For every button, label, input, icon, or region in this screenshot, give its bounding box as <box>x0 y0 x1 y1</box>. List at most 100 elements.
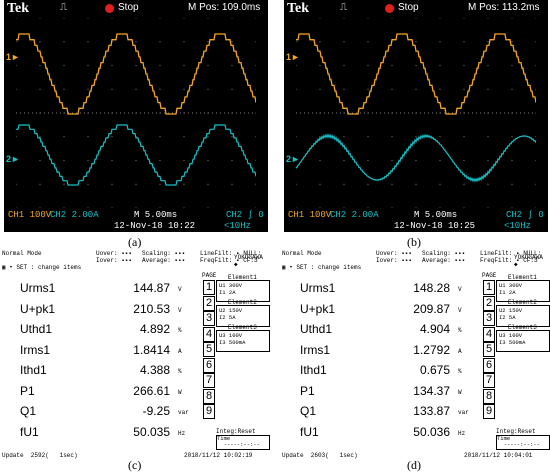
grid-dot <box>415 18 417 19</box>
grid-dot <box>207 18 209 19</box>
meter-mode: Normal Mode <box>2 250 42 257</box>
page-button-7[interactable]: 7 <box>483 373 495 388</box>
grid-dot <box>63 88 65 90</box>
grid-dot <box>319 159 321 162</box>
grid-dot <box>343 18 345 19</box>
trigger-source: CH2 ∫ 0 <box>506 210 544 220</box>
page-button-8[interactable]: 8 <box>483 388 495 404</box>
grid-dot <box>343 207 345 208</box>
horizontal-position: M Pos: 113.2ms <box>468 2 540 13</box>
grid-dot <box>183 41 185 43</box>
measurement-value: 210.53 <box>133 301 170 316</box>
grid-dot <box>439 18 441 19</box>
current-range: I1 2A <box>499 289 516 296</box>
grid-dot <box>487 159 489 162</box>
grid-dot <box>39 207 41 208</box>
grid-dot <box>391 159 393 162</box>
trigger-frequency: <10Hz <box>224 221 252 231</box>
ch1-marker: 1► <box>286 52 300 62</box>
grid-dot <box>319 64 321 67</box>
grid-dot <box>183 136 185 138</box>
waveform-grid <box>16 18 256 208</box>
grid-dot <box>319 18 321 19</box>
measurement-unit: V <box>458 286 462 293</box>
trigger-icon: ⎍ <box>60 2 67 13</box>
page-button-3[interactable]: 3 <box>483 311 495 326</box>
grid-dot <box>135 88 137 90</box>
measurement-row: Ithd1 4.388% <box>20 363 200 377</box>
update-counter: Update 2592( 1sec) <box>2 452 78 459</box>
grid-dot <box>511 41 513 43</box>
grid-dot <box>367 88 369 90</box>
measurement-name: Ithd1 <box>20 363 47 377</box>
ch1-voltage-trace <box>296 33 536 115</box>
grid-dot <box>487 183 489 185</box>
meter-brand: YOKOGAWA ◆ <box>514 254 543 268</box>
page-button-4[interactable]: 4 <box>203 326 215 342</box>
integ-status: Integ:Reset <box>496 428 536 435</box>
grid-dot <box>159 136 161 138</box>
grid-dot <box>231 41 233 43</box>
ch1-marker: 1► <box>6 52 20 62</box>
ch2-scale: CH2 2.00A <box>330 210 379 220</box>
measurement-row: P1 266.61 W <box>20 384 200 398</box>
grid-dot <box>296 64 297 67</box>
brand-label: Tek <box>287 1 310 16</box>
capture-date: 12-Nov-18 10:25 <box>394 221 476 231</box>
element-title: Element2 <box>508 299 537 306</box>
grid-dot <box>319 183 321 185</box>
measurement-value: 1.2792 <box>413 342 450 357</box>
page-button-1[interactable]: 1 <box>483 280 495 295</box>
grid-dot <box>343 64 345 67</box>
page-button-2[interactable]: 2 <box>483 295 495 311</box>
integ-time-box: Time -----:--:-- <box>216 435 270 450</box>
integ-time-box: Time -----:--:-- <box>496 435 550 450</box>
grid-dot <box>367 207 369 208</box>
page-button-1[interactable]: 1 <box>203 280 215 295</box>
scaling-indicators: Scaling: ▪▪▪ Average: ▪▪▪ <box>422 250 466 264</box>
measurement-value: 4.904 <box>419 322 450 336</box>
page-label: PAGE <box>202 272 217 279</box>
page-button-2[interactable]: 2 <box>203 295 215 311</box>
current-range: I2 5A <box>219 314 236 321</box>
trigger-source: CH2 ∫ 0 <box>226 210 264 220</box>
grid-dot <box>16 183 17 185</box>
page-button-4[interactable]: 4 <box>483 326 495 342</box>
grid-dot <box>159 41 161 43</box>
grid-dot <box>535 88 536 90</box>
measurement-value: 4.892 <box>139 322 170 336</box>
page-button-9[interactable]: 9 <box>203 404 215 419</box>
grid-dot <box>39 136 41 138</box>
ch1-voltage-trace <box>16 33 256 115</box>
grid-dot <box>255 159 256 162</box>
page-button-6[interactable]: 6 <box>203 357 215 373</box>
page-button-7[interactable]: 7 <box>203 373 215 388</box>
measurement-name: Uthd1 <box>20 322 53 336</box>
page-button-5[interactable]: 5 <box>483 342 495 357</box>
page-button-3[interactable]: 3 <box>203 311 215 326</box>
measurement-name: Irms1 <box>20 342 50 357</box>
measurement-row: Ithd1 0.675% <box>300 363 480 377</box>
measurement-unit: % <box>458 327 462 334</box>
oscilloscope-screen-a: Tek ⎍ Stop M Pos: 109.0ms 1► 2► CH1 100V… <box>4 0 268 232</box>
grid-dot <box>415 41 417 43</box>
page-button-6[interactable]: 6 <box>483 357 495 373</box>
element-range-box: U3 100V I3 500mA <box>496 330 550 352</box>
measurement-value: 209.87 <box>413 301 450 316</box>
grid-dot <box>463 64 465 67</box>
grid-dot <box>511 18 513 19</box>
measurement-name: Ithd1 <box>300 363 327 377</box>
ch2-marker: 2► <box>6 154 20 164</box>
page-button-8[interactable]: 8 <box>203 388 215 404</box>
voltage-range: U3 100V <box>219 332 243 339</box>
measurement-name: U+pk1 <box>300 301 336 316</box>
page-button-5[interactable]: 5 <box>203 342 215 357</box>
grid-dot <box>231 207 233 208</box>
measurement-name: P1 <box>300 383 315 398</box>
grid-dot <box>231 64 233 67</box>
grid-dot <box>111 18 113 19</box>
measurement-row: Q1 -9.25 var <box>20 404 200 418</box>
element-range-box: U1 300V I1 2A <box>216 280 270 302</box>
measurement-value: 144.87 <box>133 281 170 295</box>
page-button-9[interactable]: 9 <box>483 404 495 419</box>
